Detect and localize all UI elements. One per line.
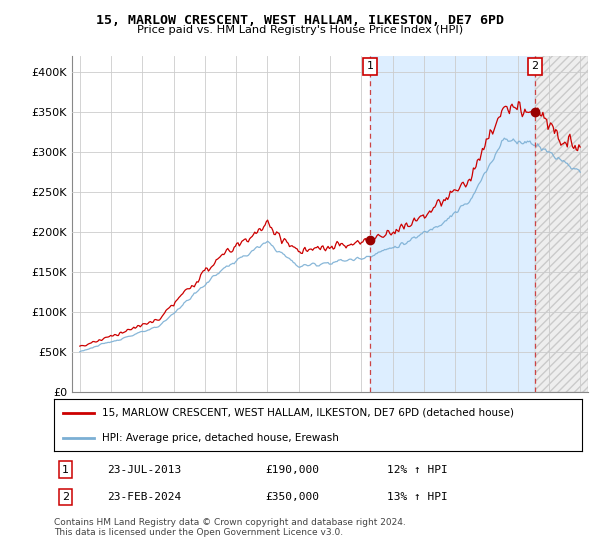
Text: 23-FEB-2024: 23-FEB-2024	[107, 492, 181, 502]
Text: 2: 2	[532, 62, 539, 72]
Text: 1: 1	[62, 464, 69, 474]
Text: 12% ↑ HPI: 12% ↑ HPI	[386, 464, 448, 474]
Text: HPI: Average price, detached house, Erewash: HPI: Average price, detached house, Erew…	[101, 433, 338, 444]
Text: 2: 2	[62, 492, 69, 502]
Bar	[535, 56, 588, 392]
Text: 13% ↑ HPI: 13% ↑ HPI	[386, 492, 448, 502]
Text: Price paid vs. HM Land Registry's House Price Index (HPI): Price paid vs. HM Land Registry's House …	[137, 25, 463, 35]
Text: 23-JUL-2013: 23-JUL-2013	[107, 464, 181, 474]
Text: 1: 1	[367, 62, 373, 72]
Text: Contains HM Land Registry data © Crown copyright and database right 2024.
This d: Contains HM Land Registry data © Crown c…	[54, 518, 406, 538]
Text: £190,000: £190,000	[265, 464, 319, 474]
Text: £350,000: £350,000	[265, 492, 319, 502]
Bar	[370, 56, 535, 392]
Text: 15, MARLOW CRESCENT, WEST HALLAM, ILKESTON, DE7 6PD: 15, MARLOW CRESCENT, WEST HALLAM, ILKEST…	[96, 14, 504, 27]
Text: 15, MARLOW CRESCENT, WEST HALLAM, ILKESTON, DE7 6PD (detached house): 15, MARLOW CRESCENT, WEST HALLAM, ILKEST…	[101, 408, 514, 418]
